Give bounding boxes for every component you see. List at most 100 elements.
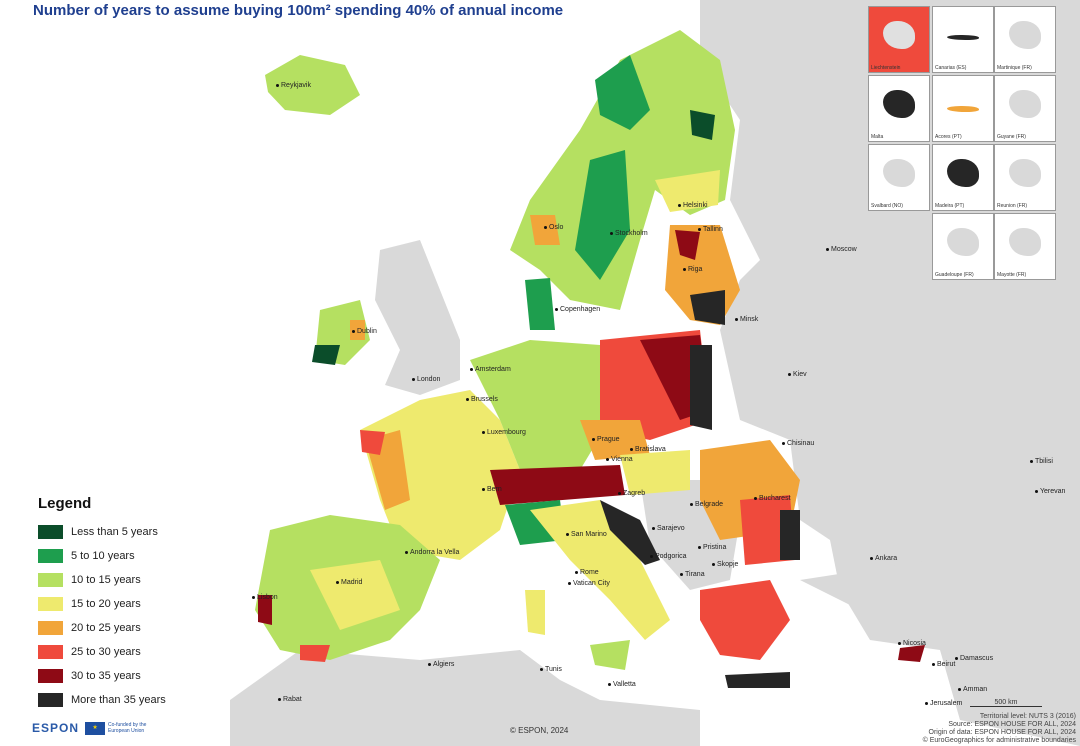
inset-label: Martinique (FR) xyxy=(997,65,1032,71)
city-label: Bratislava xyxy=(630,446,666,453)
legend-swatch xyxy=(38,525,63,539)
region-balkan-coast xyxy=(600,500,660,565)
inset-label: Guyane (FR) xyxy=(997,134,1026,140)
inset-map: Mayotte (FR) xyxy=(994,213,1056,280)
city-label: Copenhagen xyxy=(555,306,600,313)
legend-swatch xyxy=(38,573,63,587)
city-label: Helsinki xyxy=(678,202,708,209)
region-lithuania xyxy=(690,290,725,325)
region-greece xyxy=(700,580,790,660)
map-title: Number of years to assume buying 100m² s… xyxy=(33,2,564,19)
inset-map: Acores (PT) xyxy=(932,75,994,142)
eu-flag-icon: ★ xyxy=(85,721,106,735)
legend-item: Less than 5 years xyxy=(38,520,166,544)
copyright: © ESPON, 2024 xyxy=(510,726,569,735)
inset-shape xyxy=(883,90,915,118)
region-cyprus xyxy=(898,645,925,662)
inset-shape xyxy=(1009,159,1041,187)
region-poland-border xyxy=(690,345,712,430)
city-label: Tunis xyxy=(540,666,562,673)
region-denmark xyxy=(525,278,555,330)
inset-shape xyxy=(947,35,979,40)
land-outside xyxy=(375,240,460,395)
city-label: Belgrade xyxy=(690,501,723,508)
legend-label: 20 to 25 years xyxy=(71,622,141,634)
city-label: Tirana xyxy=(680,571,705,578)
inset-label: Mayotte (FR) xyxy=(997,272,1027,278)
region-brittany xyxy=(360,430,385,455)
city-label: Rabat xyxy=(278,696,302,703)
inset-map: Canarias (ES) xyxy=(932,6,994,73)
inset-shape xyxy=(883,21,915,49)
land-outside xyxy=(800,560,1000,620)
city-label: Damascus xyxy=(955,655,993,662)
legend-label: 15 to 20 years xyxy=(71,598,141,610)
city-label: Bern xyxy=(482,486,502,493)
city-label: Oslo xyxy=(544,224,563,231)
region-algarve xyxy=(300,645,330,662)
inset-label: Guadeloupe (FR) xyxy=(935,272,974,278)
scale-bar: 500 km xyxy=(970,699,1042,707)
region-norway-north xyxy=(595,55,650,130)
inset-shape xyxy=(883,159,915,187)
city-label: Nicosia xyxy=(898,640,926,647)
city-label: Andorra la Vella xyxy=(405,549,459,556)
legend-swatch xyxy=(38,669,63,683)
city-label: Minsk xyxy=(735,316,758,323)
legend: Legend Less than 5 years 5 to 10 years 10 … xyxy=(38,495,166,712)
inset-label: Reunion (FR) xyxy=(997,203,1028,209)
city-label: Amman xyxy=(958,686,987,693)
city-label: Skopje xyxy=(712,561,738,568)
city-label: Beirut xyxy=(932,661,955,668)
city-label: Madrid xyxy=(336,579,362,586)
region-finland-east xyxy=(690,110,715,140)
region-hungary xyxy=(620,450,690,495)
inset-label: Liechtenstein xyxy=(871,65,901,71)
region-crete xyxy=(725,672,790,688)
city-label: Lisbon xyxy=(252,594,278,601)
city-label: London xyxy=(412,376,440,383)
city-label: San Marino xyxy=(566,531,607,538)
land-outside xyxy=(230,650,700,746)
legend-item: 5 to 10 years xyxy=(38,544,166,568)
city-label: Reykjavik xyxy=(276,82,311,89)
city-label: Riga xyxy=(683,266,702,273)
inset-map: Svalbard (NO) xyxy=(868,144,930,211)
city-label: Yerevan xyxy=(1035,488,1065,495)
city-label: Sarajevo xyxy=(652,525,685,532)
legend-swatch xyxy=(38,549,63,563)
city-label: Stockholm xyxy=(610,230,648,237)
inset-shape xyxy=(947,106,979,112)
region-spain-center xyxy=(310,560,400,630)
inset-label: Svalbard (NO) xyxy=(871,203,903,209)
legend-label: 5 to 10 years xyxy=(71,550,135,562)
region-alps xyxy=(490,465,625,505)
legend-label: 10 to 15 years xyxy=(71,574,141,586)
city-label: Algiers xyxy=(428,661,454,668)
inset-shape xyxy=(1009,228,1041,256)
city-label: Tbilisi xyxy=(1030,458,1053,465)
espon-logo: ESPON xyxy=(32,721,80,735)
eu-logo: ★ Co-funded by the European Union xyxy=(85,721,148,735)
city-label: Bucharest xyxy=(754,495,791,502)
inset-map: Madeira (PT) xyxy=(932,144,994,211)
city-label: Tallinn xyxy=(698,226,723,233)
city-label: Jerusalem xyxy=(925,700,962,707)
eu-cofunded-text: Co-funded by the European Union xyxy=(108,722,147,734)
logos: ESPON ★ Co-funded by the European Union xyxy=(32,721,148,735)
inset-shape xyxy=(1009,90,1041,118)
city-label: Amsterdam xyxy=(470,366,511,373)
credits: Territorial level: NUTS 3 (2016) Source:… xyxy=(923,713,1076,745)
legend-item: 10 to 15 years xyxy=(38,568,166,592)
legend-swatch xyxy=(38,621,63,635)
legend-label: Less than 5 years xyxy=(71,526,158,538)
region-bulgaria-coast xyxy=(780,510,800,560)
city-label: Vienna xyxy=(606,456,633,463)
city-label: Podgorica xyxy=(650,553,687,560)
inset-map: Malta xyxy=(868,75,930,142)
city-label: Valletta xyxy=(608,681,636,688)
inset-map: Liechtenstein xyxy=(868,6,930,73)
city-label: Dublin xyxy=(352,328,377,335)
region-riga xyxy=(675,230,700,260)
legend-swatch xyxy=(38,597,63,611)
